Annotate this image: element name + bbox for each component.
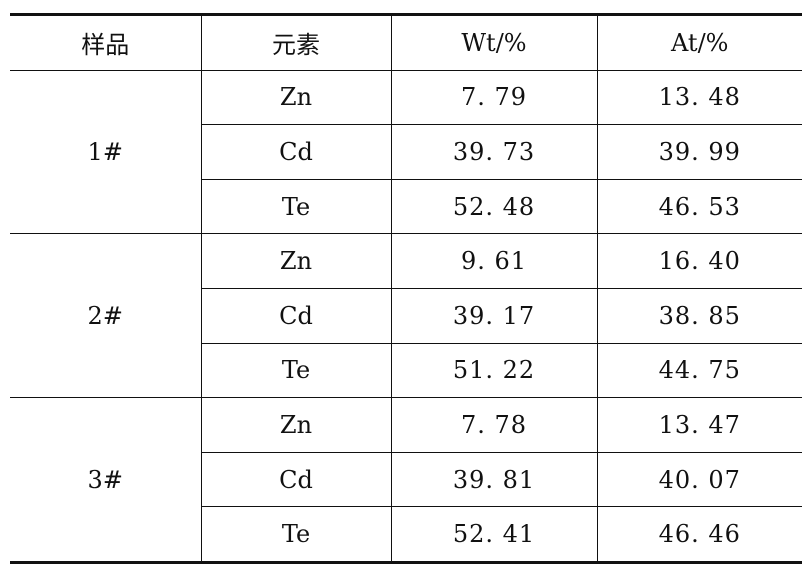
- wt-cell: 39. 81: [390, 451, 597, 507]
- at-cell: 39. 99: [596, 124, 802, 180]
- wt-cell: 39. 17: [390, 287, 597, 344]
- header-element: 元素: [200, 14, 391, 71]
- wt-cell: 9. 61: [390, 233, 597, 289]
- header-at-percent: At/%: [596, 14, 802, 71]
- table-row: Cd 39. 73 39. 99: [10, 124, 802, 180]
- table-row: Te 52. 41 46. 46: [10, 506, 802, 563]
- element-cell: Zn: [200, 69, 391, 125]
- sample-label: 2#: [10, 233, 201, 398]
- sample-label: 3#: [10, 397, 201, 563]
- element-cell: Cd: [200, 124, 391, 180]
- header-sample: 样品: [10, 14, 201, 71]
- at-cell: 13. 47: [596, 397, 802, 453]
- element-cell: Te: [200, 342, 391, 398]
- at-cell: 13. 48: [596, 69, 802, 125]
- table-header-row: 样品 元素 Wt/% At/%: [10, 14, 802, 71]
- wt-cell: 7. 79: [390, 69, 597, 125]
- at-cell: 46. 46: [596, 506, 802, 563]
- wt-cell: 51. 22: [390, 342, 597, 398]
- composition-table: 样品 元素 Wt/% At/% 1# Zn 7. 79 13. 48 Cd 39…: [10, 13, 802, 564]
- table-row: Te 52. 48 46. 53: [10, 178, 802, 234]
- table-row: Te 51. 22 44. 75: [10, 342, 802, 398]
- element-cell: Zn: [200, 233, 391, 289]
- at-cell: 40. 07: [596, 451, 802, 507]
- table-row: 1# Zn 7. 79 13. 48: [10, 69, 802, 234]
- at-cell: 44. 75: [596, 342, 802, 398]
- at-cell: 16. 40: [596, 233, 802, 289]
- table-row: 2# Zn 9. 61 16. 40: [10, 233, 802, 398]
- wt-cell: 52. 48: [390, 178, 597, 234]
- element-cell: Te: [200, 178, 391, 234]
- element-cell: Zn: [200, 397, 391, 453]
- at-cell: 46. 53: [596, 178, 802, 234]
- table-row: Cd 39. 17 38. 85: [10, 287, 802, 344]
- header-wt-percent: Wt/%: [390, 14, 597, 71]
- wt-cell: 7. 78: [390, 397, 597, 453]
- element-cell: Cd: [200, 287, 391, 344]
- sample-label: 1#: [10, 69, 201, 234]
- wt-cell: 52. 41: [390, 506, 597, 563]
- at-cell: 38. 85: [596, 287, 802, 344]
- element-cell: Cd: [200, 451, 391, 507]
- wt-cell: 39. 73: [390, 124, 597, 180]
- element-cell: Te: [200, 506, 391, 563]
- table-row: 3# Zn 7. 78 13. 47: [10, 397, 802, 563]
- table-row: Cd 39. 81 40. 07: [10, 451, 802, 507]
